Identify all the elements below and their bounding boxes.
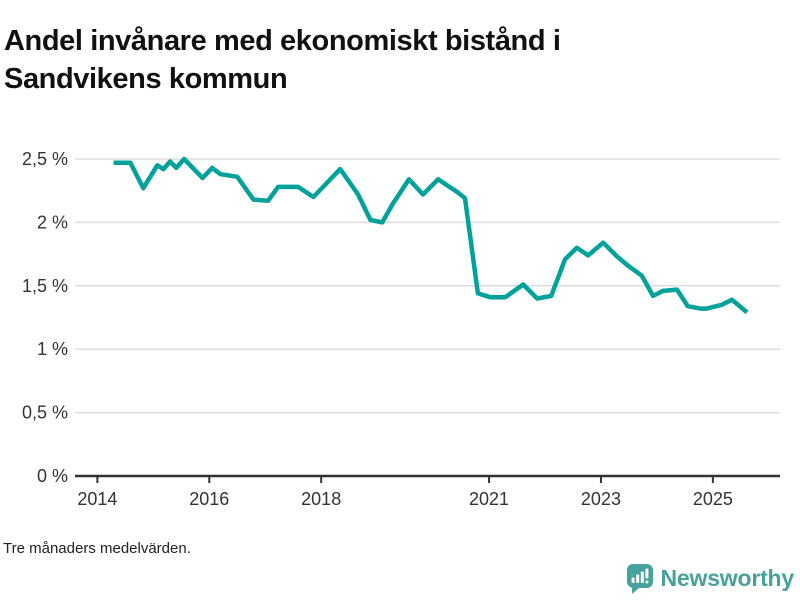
y-axis-label: 2 %: [37, 212, 68, 232]
data-line: [113, 156, 749, 315]
newsworthy-logo-text: Newsworthy: [660, 565, 795, 591]
page-title: Andel invånare med ekonomiskt bistånd i …: [4, 25, 561, 95]
chart-footnote: Tre månaders medelvärden.: [3, 540, 191, 557]
newsworthy-logo: Newsworthy: [626, 563, 794, 594]
x-axis-label: 2025: [693, 489, 733, 509]
y-axis-label: 0,5 %: [22, 403, 68, 423]
x-axis-label: 2018: [301, 489, 341, 509]
x-axis-label: 2014: [77, 489, 117, 509]
y-axis-label: 2,5 %: [22, 149, 68, 169]
newsworthy-bubble-icon: [626, 564, 653, 594]
x-axis-label: 2023: [581, 489, 621, 509]
y-axis-label: 1 %: [37, 339, 68, 359]
y-axis-label: 0 %: [37, 466, 68, 486]
x-axis-label: 2021: [469, 489, 509, 509]
y-axis-label: 1,5 %: [22, 276, 68, 296]
x-axis-label: 2016: [189, 489, 229, 509]
